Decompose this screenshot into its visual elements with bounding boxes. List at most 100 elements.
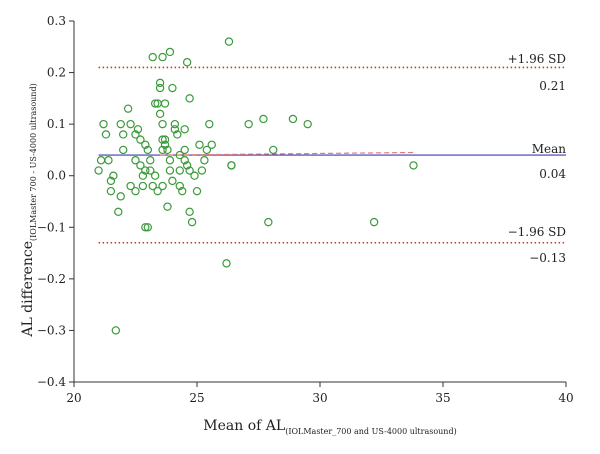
data-point — [106, 186, 116, 196]
data-point — [96, 156, 106, 165]
data-point — [141, 140, 150, 149]
data-point — [138, 171, 148, 180]
data-point — [170, 119, 180, 129]
data-point — [104, 156, 113, 165]
data-points — [94, 37, 418, 335]
y-tick-label: 0.2 — [47, 66, 66, 80]
data-point — [150, 171, 160, 180]
data-point — [269, 145, 278, 155]
data-point — [136, 135, 145, 144]
data-point — [224, 37, 234, 46]
data-point — [131, 130, 140, 139]
data-point — [158, 119, 167, 129]
data-point — [158, 135, 167, 144]
data-point — [163, 202, 172, 211]
data-point — [369, 217, 379, 227]
data-point — [109, 171, 118, 180]
data-point — [126, 181, 135, 191]
data-point — [180, 156, 189, 165]
x-tick-label: 35 — [435, 391, 450, 405]
data-point — [165, 47, 175, 57]
data-point — [303, 119, 312, 129]
y-tick-label: 0.3 — [47, 14, 66, 28]
data-point — [158, 181, 167, 191]
data-point — [160, 99, 170, 108]
data-point — [175, 150, 184, 160]
x-axis-title-main: Mean of AL — [203, 418, 285, 434]
data-point — [131, 186, 140, 196]
data-point — [155, 109, 165, 119]
reference-lines — [98, 66, 566, 244]
data-point — [116, 119, 125, 129]
y-tick-label: 0.0 — [47, 169, 66, 183]
ref-upper-label: +1.96 SD — [508, 52, 566, 66]
y-axis-title-sub: (IOLMaster 700 - US-4000 ultrasound) — [29, 83, 38, 241]
data-point — [146, 156, 155, 165]
ref-lower-label: −1.96 SD — [508, 225, 566, 239]
data-point — [141, 166, 150, 175]
data-point — [143, 145, 152, 155]
data-point — [168, 176, 177, 186]
y-tick-label: −0.3 — [37, 323, 66, 337]
data-point — [197, 166, 207, 175]
y-tick-label: −0.1 — [37, 220, 66, 234]
data-point — [180, 145, 189, 155]
data-point — [170, 125, 180, 134]
data-point — [118, 130, 128, 139]
data-point — [207, 140, 216, 149]
data-point — [106, 176, 116, 186]
data-point — [175, 166, 184, 175]
data-point — [182, 58, 192, 67]
data-point — [131, 156, 140, 165]
data-point — [185, 207, 194, 217]
data-point — [192, 186, 202, 196]
data-point — [101, 130, 111, 139]
data-point — [227, 161, 236, 170]
axes — [69, 20, 567, 387]
data-point — [264, 217, 273, 227]
data-point — [116, 192, 125, 201]
data-point — [205, 119, 214, 129]
data-point — [114, 207, 123, 217]
data-point — [173, 130, 182, 139]
data-point — [99, 119, 108, 129]
data-point — [126, 119, 135, 129]
x-tick-label: 20 — [66, 391, 81, 405]
data-point — [138, 181, 148, 191]
data-point — [136, 161, 145, 170]
data-point — [165, 166, 175, 175]
data-point — [123, 104, 133, 113]
data-point — [160, 140, 170, 149]
data-point — [190, 171, 199, 180]
data-point — [185, 94, 194, 103]
data-point — [155, 83, 165, 93]
data-point — [111, 326, 121, 335]
regression-line — [160, 151, 414, 156]
data-point — [168, 83, 177, 93]
data-point — [185, 166, 194, 175]
tick-labels: −0.4 −0.3 −0.2 −0.1 0.0 0.1 0.2 0.3 20 25 30 35 40 — [37, 14, 574, 405]
ref-upper-value: 0.21 — [539, 79, 566, 93]
data-point — [178, 186, 187, 196]
data-point — [288, 114, 298, 124]
data-point — [259, 114, 268, 124]
ref-mean-value: 0.04 — [539, 167, 566, 181]
data-point — [148, 52, 157, 62]
x-axis-title: Mean of AL(IOLMaster_700 and US-4000 ult… — [203, 418, 456, 436]
data-point — [94, 166, 103, 175]
data-point — [409, 161, 418, 170]
data-point — [158, 52, 167, 62]
data-point — [163, 145, 172, 155]
data-point — [118, 145, 128, 155]
data-point — [175, 181, 184, 191]
data-point — [158, 145, 167, 155]
ref-mean-label: Mean — [532, 142, 567, 156]
data-point — [195, 140, 204, 149]
y-axis-title-main: AL difference — [20, 241, 36, 338]
data-point — [202, 145, 212, 155]
y-axis-title: AL difference(IOLMaster 700 - US-4000 ul… — [20, 83, 38, 337]
x-tick-label: 30 — [312, 391, 327, 405]
data-point — [180, 125, 189, 134]
data-point — [143, 223, 152, 232]
data-point — [141, 223, 150, 232]
